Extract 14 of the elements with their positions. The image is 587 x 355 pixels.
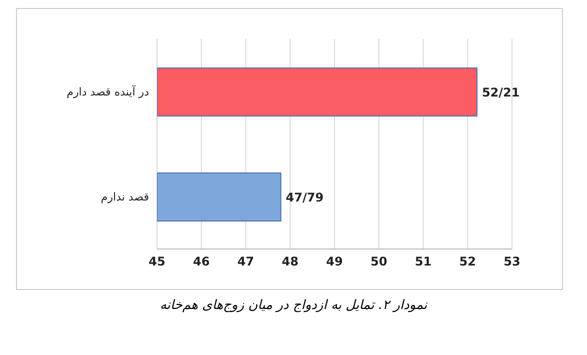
x-tick-label: 47 [237,254,254,269]
x-tick-label: 52 [459,254,476,269]
x-tick-label: 51 [414,254,432,269]
x-tick-label: 48 [282,254,298,269]
y-tick-label: قصد ندارم [100,190,149,204]
x-tick-label: 53 [504,254,520,269]
data-label: 52/21 [482,85,520,100]
text: نمودار ۲. تمایل به ازدواج در میان زوج‌های هم‌خانه [158,298,428,313]
x-tick-label: 50 [370,254,388,269]
x-tick-label: 45 [148,254,166,269]
x-tick-label: 49 [326,254,343,269]
data-label: 47/79 [286,190,324,204]
x-tick-label: 46 [193,254,210,269]
y-tick-label: در آینده قصد دارم [66,84,150,98]
